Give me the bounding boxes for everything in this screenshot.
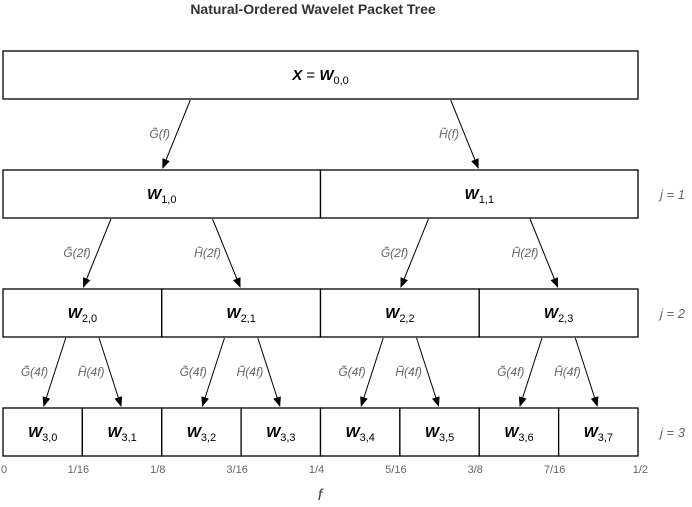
node-box xyxy=(161,288,322,338)
node-label: W3,1 xyxy=(107,424,136,444)
highpass-filter-label: H̃(2f) xyxy=(194,245,221,260)
node-label: W2,1 xyxy=(226,305,255,325)
highpass-arrow xyxy=(529,218,559,288)
node-label: W1,0 xyxy=(147,186,176,206)
node-label: W2,0 xyxy=(68,305,97,325)
lowpass-filter-label: G̃(4f) xyxy=(338,364,365,379)
lowpass-arrow xyxy=(82,218,112,288)
node-box xyxy=(478,288,639,338)
lowpass-arrow xyxy=(518,337,543,407)
lowpass-arrow xyxy=(162,99,191,169)
node-label: W3,5 xyxy=(425,424,454,444)
node-label: W1,1 xyxy=(465,186,494,206)
node-label: W3,2 xyxy=(187,424,216,444)
frequency-axis-label: f xyxy=(318,487,324,504)
level-label: j = 3 xyxy=(658,425,686,440)
highpass-filter-label: H̃(4f) xyxy=(78,364,105,379)
node-box xyxy=(2,407,84,457)
node-box xyxy=(319,169,639,219)
node-box xyxy=(478,407,560,457)
frequency-tick-label: 5/16 xyxy=(385,464,406,476)
level-label: j = 2 xyxy=(658,306,686,321)
node-box xyxy=(161,407,242,457)
frequency-tick-label: 1/2 xyxy=(633,464,648,476)
highpass-filter-label: H̃(4f) xyxy=(554,364,581,379)
diagram-title: Natural-Ordered Wavelet Packet Tree xyxy=(190,1,436,17)
node-box-root xyxy=(2,50,639,100)
highpass-filter-label: H̃(4f) xyxy=(395,364,422,379)
highpass-arrow xyxy=(257,337,281,407)
node-label: W3,4 xyxy=(345,424,374,444)
lowpass-arrow xyxy=(400,218,429,288)
frequency-tick-label: 7/16 xyxy=(544,464,565,476)
frequency-tick-label: 0 xyxy=(1,464,7,476)
node-label: W2,3 xyxy=(544,305,573,325)
lowpass-arrow xyxy=(201,337,225,407)
level-label: j = 1 xyxy=(658,187,685,202)
node-box xyxy=(2,288,163,338)
lowpass-filter-label: G̃(4f) xyxy=(21,364,48,379)
node-box xyxy=(557,407,639,457)
lowpass-filter-label: G̃(4f) xyxy=(497,364,524,379)
highpass-filter-label: H̃(f) xyxy=(439,126,459,141)
highpass-arrow xyxy=(98,337,123,407)
node-label: W3,0 xyxy=(28,424,57,444)
frequency-tick-label: 3/16 xyxy=(226,464,247,476)
node-label: W3,7 xyxy=(584,424,613,444)
frequency-tick-label: 3/8 xyxy=(468,464,483,476)
lowpass-filter-label: G̃(f) xyxy=(149,126,170,141)
node-box xyxy=(399,407,480,457)
lowpass-filter-label: G̃(4f) xyxy=(180,364,207,379)
lowpass-filter-label: G̃(2f) xyxy=(63,245,90,260)
frequency-tick-label: 1/4 xyxy=(309,464,324,476)
node-label-root: X = W0,0 xyxy=(291,67,349,87)
highpass-arrow xyxy=(416,337,440,407)
frequency-tick-label: 1/8 xyxy=(150,464,165,476)
node-box xyxy=(319,288,480,338)
lowpass-filter-label: G̃(2f) xyxy=(381,245,408,260)
lowpass-arrow xyxy=(360,337,384,407)
highpass-arrow xyxy=(450,99,479,169)
node-label: W3,3 xyxy=(266,424,295,444)
highpass-filter-label: H̃(2f) xyxy=(512,245,539,260)
node-box xyxy=(2,169,322,219)
highpass-filter-label: H̃(4f) xyxy=(237,364,264,379)
lowpass-arrow xyxy=(42,337,67,407)
frequency-tick-label: 1/16 xyxy=(68,464,89,476)
node-label: W3,6 xyxy=(504,424,533,444)
node-box xyxy=(319,407,401,457)
highpass-arrow xyxy=(574,337,599,407)
node-label: W2,2 xyxy=(385,305,414,325)
highpass-arrow xyxy=(212,218,241,288)
